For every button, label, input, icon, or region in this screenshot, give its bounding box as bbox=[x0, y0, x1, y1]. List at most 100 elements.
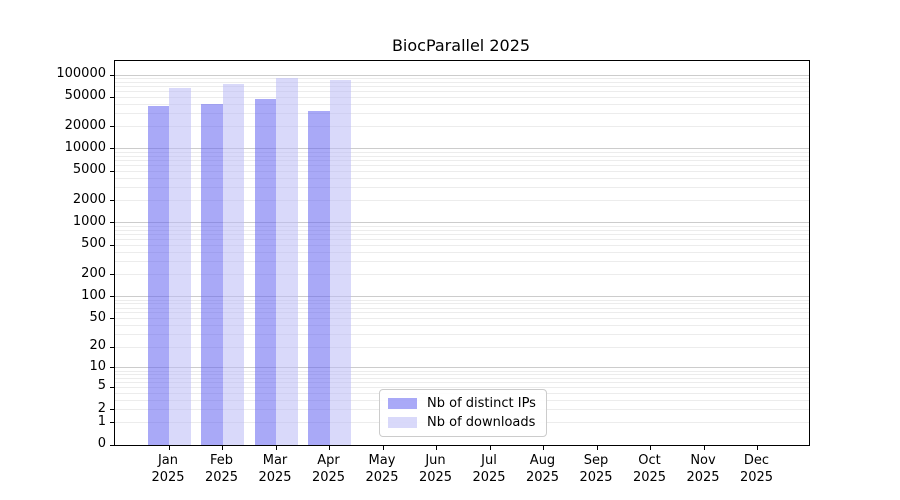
y-tick-label: 500 bbox=[81, 236, 106, 252]
major-gridline bbox=[115, 296, 809, 298]
minor-gridline bbox=[115, 381, 809, 383]
bar-nb-of-downloads-mar bbox=[276, 78, 298, 445]
minor-gridline bbox=[115, 346, 809, 348]
minor-gridline bbox=[115, 233, 809, 235]
minor-gridline bbox=[115, 312, 809, 314]
y-tick-label: 50 bbox=[89, 309, 106, 325]
minor-gridline bbox=[115, 238, 809, 240]
minor-gridline bbox=[115, 159, 809, 161]
y-tick-label: 1000 bbox=[72, 213, 106, 229]
x-tick-label-aug: Aug 2025 bbox=[525, 453, 560, 485]
minor-gridline bbox=[115, 96, 809, 98]
x-tick-label-jul: Jul 2025 bbox=[472, 453, 506, 485]
x-tick bbox=[329, 446, 330, 450]
bar-nb-of-downloads-jan bbox=[169, 88, 191, 445]
x-tick bbox=[168, 446, 170, 450]
chart-title: BiocParallel 2025 bbox=[391, 36, 531, 55]
bar-nb-of-distinct-ips-apr bbox=[308, 110, 330, 445]
x-tick bbox=[222, 446, 223, 450]
x-tick-label-may: May 2025 bbox=[365, 453, 399, 485]
minor-gridline bbox=[115, 77, 809, 79]
y-tick bbox=[110, 170, 114, 172]
y-tick-label: 20000 bbox=[64, 117, 106, 133]
minor-gridline bbox=[115, 155, 809, 157]
y-tick bbox=[110, 367, 114, 369]
minor-gridline bbox=[115, 187, 809, 189]
minor-gridline bbox=[115, 370, 809, 372]
y-tick bbox=[110, 96, 114, 98]
y-tick bbox=[110, 386, 114, 388]
y-tick-label: 50000 bbox=[64, 88, 106, 104]
minor-gridline bbox=[115, 151, 809, 153]
major-gridline bbox=[115, 367, 809, 369]
x-tick bbox=[596, 446, 598, 450]
minor-gridline bbox=[115, 373, 809, 375]
minor-gridline bbox=[115, 229, 809, 231]
legend-label-distinct-ips: Nb of distinct IPs bbox=[427, 396, 536, 411]
x-tick bbox=[757, 446, 758, 450]
minor-gridline bbox=[115, 103, 809, 105]
x-tick bbox=[703, 446, 705, 450]
y-tick-label: 10 bbox=[89, 358, 106, 374]
minor-gridline bbox=[115, 334, 809, 336]
minor-gridline bbox=[115, 303, 809, 305]
minor-gridline bbox=[115, 274, 809, 276]
x-tick bbox=[489, 446, 491, 450]
y-tick bbox=[110, 244, 114, 246]
bar-nb-of-distinct-ips-feb bbox=[201, 103, 223, 445]
x-tick-label-nov: Nov 2025 bbox=[686, 453, 720, 485]
minor-gridline bbox=[115, 325, 809, 327]
y-tick bbox=[110, 222, 114, 224]
minor-gridline bbox=[115, 261, 809, 263]
y-tick bbox=[110, 274, 114, 276]
legend-swatch-downloads bbox=[388, 417, 417, 428]
minor-gridline bbox=[115, 85, 809, 87]
x-tick-label-oct: Oct 2025 bbox=[632, 453, 667, 485]
y-tick-label: 2000 bbox=[72, 191, 106, 207]
y-tick-label: 5 bbox=[97, 378, 106, 394]
minor-gridline bbox=[115, 126, 809, 128]
minor-gridline bbox=[115, 90, 809, 92]
x-tick-label-apr: Apr 2025 bbox=[311, 453, 346, 485]
minor-gridline bbox=[115, 113, 809, 115]
minor-gridline bbox=[115, 318, 809, 320]
minor-gridline bbox=[115, 81, 809, 83]
y-tick-label: 100 bbox=[81, 287, 106, 303]
major-gridline bbox=[115, 222, 809, 224]
y-tick bbox=[110, 444, 114, 446]
y-tick bbox=[110, 409, 114, 411]
major-gridline bbox=[115, 148, 809, 150]
minor-gridline bbox=[115, 307, 809, 309]
minor-gridline bbox=[115, 377, 809, 379]
major-gridline bbox=[115, 74, 809, 76]
minor-gridline bbox=[115, 225, 809, 227]
minor-gridline bbox=[115, 170, 809, 172]
minor-gridline bbox=[115, 386, 809, 388]
x-tick-label-sep: Sep 2025 bbox=[579, 453, 613, 485]
y-tick-label: 100000 bbox=[56, 66, 106, 81]
plot-area: Nb of distinct IPs Nb of downloads bbox=[110, 60, 810, 450]
x-tick-label-jun: Jun 2025 bbox=[418, 453, 453, 485]
bar-nb-of-distinct-ips-jan bbox=[147, 106, 169, 445]
x-tick-label-dec: Dec 2025 bbox=[739, 453, 774, 485]
minor-gridline bbox=[115, 251, 809, 253]
bar-nb-of-distinct-ips-mar bbox=[254, 99, 276, 445]
y-tick-label: 20 bbox=[89, 338, 106, 354]
legend-item-distinct-ips: Nb of distinct IPs bbox=[388, 396, 538, 411]
x-tick bbox=[543, 446, 544, 450]
x-tick bbox=[650, 446, 651, 450]
legend-swatch-distinct-ips bbox=[388, 398, 417, 409]
x-tick bbox=[436, 446, 437, 450]
y-tick-label: 0 bbox=[97, 436, 106, 451]
y-tick bbox=[110, 346, 114, 348]
bar-nb-of-downloads-feb bbox=[222, 84, 244, 445]
y-tick-label: 200 bbox=[81, 265, 106, 281]
legend-item-downloads: Nb of downloads bbox=[388, 415, 538, 430]
x-tick bbox=[382, 446, 384, 450]
y-tick bbox=[110, 126, 114, 128]
minor-gridline bbox=[115, 164, 809, 166]
y-tick-label: 2 bbox=[97, 400, 106, 416]
x-tick-label-mar: Mar 2025 bbox=[258, 453, 292, 485]
y-tick-label: 10000 bbox=[64, 139, 106, 155]
